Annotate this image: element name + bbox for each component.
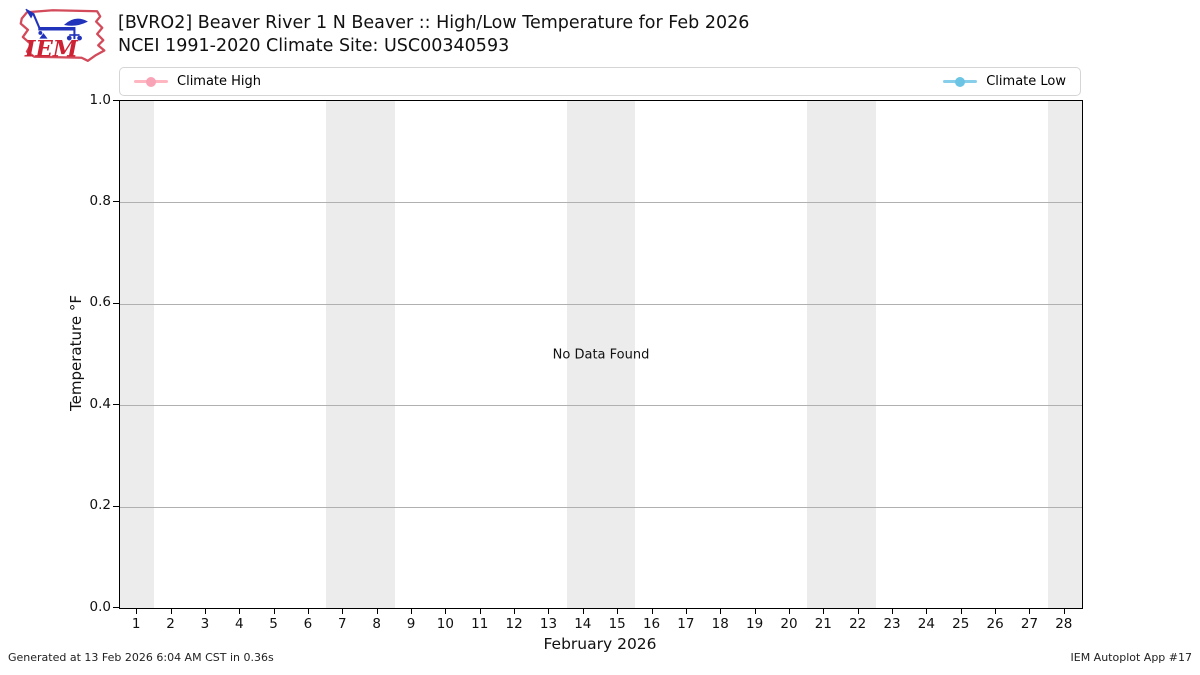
x-tick-mark	[342, 609, 344, 614]
chart-subtitle: NCEI 1991-2020 Climate Site: USC00340593	[118, 36, 510, 56]
x-tick-label: 5	[269, 616, 278, 632]
x-tick-label: 27	[1020, 616, 1039, 632]
climate-high-marker-icon	[134, 76, 168, 87]
x-tick-mark	[892, 609, 894, 614]
x-tick-mark	[1029, 609, 1031, 614]
no-data-message: No Data Found	[552, 347, 650, 362]
legend-label-climate-low: Climate Low	[986, 74, 1066, 89]
x-tick-label: 20	[780, 616, 798, 632]
x-tick-label: 12	[505, 616, 523, 632]
gridline	[120, 506, 1082, 508]
weather-vane-icon	[25, 8, 88, 41]
x-tick-label: 14	[574, 616, 592, 632]
x-tick-label: 28	[1055, 616, 1073, 632]
x-tick-label: 26	[986, 616, 1004, 632]
y-tick-label: 0.6	[89, 294, 111, 311]
x-tick-label: 1	[131, 616, 141, 632]
weekend-band	[326, 101, 395, 608]
x-tick-label: 16	[642, 616, 661, 632]
x-tick-label: 18	[711, 616, 729, 632]
x-tick-mark	[685, 609, 687, 614]
climate-low-marker-icon	[943, 76, 978, 87]
y-axis-label: Temperature °F	[67, 295, 85, 411]
app-credit: IEM Autoplot App #17	[1070, 651, 1193, 664]
y-tick-label: 0.2	[89, 497, 111, 514]
legend-entry-climate-low: Climate Low	[943, 74, 1066, 89]
legend: Climate High Climate Low	[119, 67, 1081, 96]
y-tick-mark	[113, 607, 119, 608]
x-tick-label: 21	[814, 616, 832, 632]
y-tick-label: 1.0	[89, 91, 111, 108]
weekend-band	[807, 101, 876, 608]
gridline	[120, 202, 1082, 204]
x-tick-label: 22	[849, 616, 867, 632]
x-tick-label: 3	[200, 616, 210, 632]
title-block: [BVRO2] Beaver River 1 N Beaver :: High/…	[118, 12, 749, 58]
x-tick-label: 23	[883, 616, 901, 632]
gridline	[120, 405, 1082, 407]
x-tick-label: 6	[303, 616, 313, 632]
x-tick-mark	[1063, 609, 1065, 614]
y-tick-mark	[113, 505, 119, 507]
x-tick-mark	[995, 609, 997, 614]
x-tick-mark	[617, 609, 619, 614]
x-tick-mark	[720, 609, 722, 614]
x-tick-mark	[479, 609, 481, 614]
x-tick-mark	[823, 609, 825, 614]
x-axis-label: February 2026	[543, 635, 657, 653]
generated-timestamp: Generated at 13 Feb 2026 6:04 AM CST in …	[8, 651, 274, 664]
x-tick-mark	[651, 609, 653, 614]
x-tick-mark	[204, 609, 206, 614]
x-tick-mark	[926, 609, 928, 614]
chart-title: [BVRO2] Beaver River 1 N Beaver :: High/…	[118, 13, 750, 33]
weekend-band	[120, 101, 155, 608]
x-tick-mark	[754, 609, 756, 614]
x-tick-label: 10	[436, 616, 454, 632]
x-tick-mark	[445, 609, 447, 614]
plot-area: No Data Found	[119, 100, 1083, 609]
y-tick-mark	[113, 404, 119, 406]
x-tick-mark	[239, 609, 241, 614]
x-tick-mark	[411, 609, 413, 614]
x-tick-mark	[514, 609, 516, 614]
y-tick-mark	[113, 100, 119, 101]
x-tick-label: 2	[166, 616, 175, 632]
gridline	[120, 303, 1082, 305]
x-tick-mark	[582, 609, 584, 614]
x-tick-mark	[960, 609, 962, 614]
logo-text: IEM	[24, 37, 79, 63]
legend-label-climate-high: Climate High	[177, 74, 262, 89]
x-tick-mark	[136, 609, 138, 614]
x-tick-mark	[273, 609, 275, 614]
x-tick-mark	[307, 609, 309, 614]
weekend-band	[1047, 101, 1082, 608]
x-tick-label: 19	[746, 616, 764, 632]
legend-entry-climate-high: Climate High	[134, 74, 261, 89]
x-tick-mark	[788, 609, 790, 614]
weekend-band	[566, 101, 636, 608]
x-tick-label: 24	[917, 616, 935, 632]
x-tick-label: 7	[338, 616, 347, 632]
y-tick-label: 0.8	[89, 192, 111, 209]
y-tick-label: 0.4	[89, 395, 111, 412]
x-tick-label: 13	[539, 616, 558, 632]
x-tick-label: 11	[471, 616, 489, 632]
x-tick-label: 4	[234, 616, 244, 632]
x-tick-mark	[548, 609, 550, 614]
x-tick-mark	[170, 609, 172, 614]
x-tick-label: 15	[608, 616, 626, 632]
x-tick-mark	[857, 609, 859, 614]
iem-logo: IEM	[19, 8, 106, 63]
y-tick-mark	[113, 302, 119, 304]
x-tick-mark	[376, 609, 378, 614]
y-tick-mark	[113, 201, 119, 203]
x-tick-label: 9	[406, 616, 416, 632]
x-tick-label: 8	[372, 616, 381, 632]
x-tick-label: 25	[952, 616, 970, 632]
y-tick-label: 0.0	[89, 598, 111, 615]
x-tick-label: 17	[677, 616, 695, 632]
